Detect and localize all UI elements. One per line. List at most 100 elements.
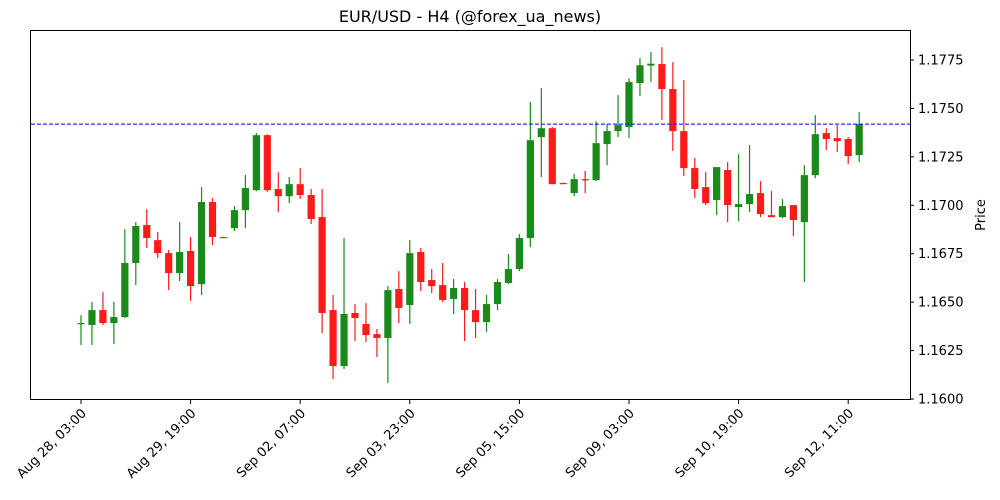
y-tick-label: 1.1725 — [918, 150, 964, 165]
y-tick-label: 1.1625 — [918, 344, 964, 359]
candle-body — [647, 63, 655, 66]
candle — [789, 205, 797, 237]
candle-body — [252, 135, 260, 191]
candle — [154, 232, 162, 258]
candle-body — [406, 253, 414, 306]
candle-body — [581, 179, 589, 181]
candle-body — [230, 210, 239, 229]
candle — [471, 288, 480, 338]
candle — [844, 137, 852, 165]
candle-body — [778, 206, 787, 218]
candle — [77, 315, 85, 345]
candle — [274, 172, 282, 213]
candle — [439, 263, 447, 302]
candle-body — [493, 281, 502, 305]
candle-body — [318, 217, 326, 313]
candle — [88, 301, 96, 345]
candle — [570, 174, 578, 197]
candle — [132, 222, 140, 286]
y-tick-label: 1.1650 — [918, 296, 964, 311]
candle — [537, 88, 545, 178]
candle-body — [482, 304, 491, 323]
candle-body — [625, 82, 633, 128]
candle — [165, 250, 173, 291]
candle — [176, 222, 184, 282]
y-tick-label: 1.1750 — [918, 102, 964, 117]
candle-body — [504, 269, 513, 283]
candle — [713, 167, 721, 216]
candle-body — [187, 251, 195, 287]
y-tick-label: 1.1675 — [918, 247, 964, 262]
candle — [318, 189, 326, 333]
candle — [428, 269, 436, 294]
candle-body — [395, 288, 403, 308]
x-tick-label: Aug 29, 19:00 — [124, 406, 200, 482]
candle-body — [515, 238, 523, 270]
candle-body — [789, 205, 797, 221]
candle-body — [143, 225, 151, 239]
y-tick-label: 1.1700 — [918, 199, 964, 214]
candle — [548, 127, 556, 185]
candle — [636, 58, 644, 97]
candle-body — [537, 128, 545, 138]
candle-body — [296, 184, 304, 196]
candle — [658, 47, 666, 121]
candle-body — [636, 65, 644, 84]
candle-body — [307, 195, 315, 220]
candle — [822, 128, 830, 151]
candle — [767, 191, 776, 218]
candle — [735, 154, 743, 222]
candle-body — [99, 310, 107, 324]
candle-body — [559, 183, 567, 185]
y-tick-label: 1.1775 — [918, 54, 964, 69]
candle — [482, 294, 491, 332]
candle — [504, 254, 513, 285]
candle — [745, 145, 754, 213]
candle-body — [461, 288, 469, 311]
candle-body — [274, 189, 282, 197]
candle-body — [658, 64, 666, 90]
candle-body — [132, 226, 140, 264]
candle-body — [373, 334, 381, 338]
candle — [647, 52, 655, 83]
x-tick-label: Aug 28, 03:00 — [14, 406, 90, 482]
candle-body — [713, 167, 721, 201]
candle — [493, 279, 502, 311]
candle-body — [77, 323, 85, 325]
candle — [691, 158, 699, 199]
candle-body — [592, 143, 600, 181]
candle — [187, 237, 195, 301]
candle-body — [176, 251, 184, 274]
candle-body — [526, 140, 534, 239]
y-axis-label: Price — [974, 199, 989, 231]
candle — [362, 303, 370, 343]
candle-body — [417, 251, 425, 282]
x-tick-label: Sep 12, 11:00 — [782, 406, 857, 481]
candles-group — [77, 47, 863, 383]
candle — [395, 271, 403, 324]
candle — [208, 198, 217, 246]
candle — [110, 301, 118, 344]
candle-body — [844, 139, 852, 157]
candle — [669, 62, 677, 152]
candle-body — [548, 128, 556, 185]
candle — [461, 281, 469, 342]
candle-body — [219, 237, 228, 239]
candle — [143, 209, 151, 249]
candle — [340, 238, 348, 369]
candle-body — [384, 290, 392, 338]
candle — [373, 329, 381, 357]
candle — [526, 102, 534, 248]
candle-body — [822, 133, 830, 140]
candle — [351, 304, 359, 342]
x-axis: Aug 28, 03:00 Aug 29, 19:00 Sep 02, 07:00 S… — [14, 400, 857, 482]
candle — [384, 286, 392, 383]
candle-body — [88, 310, 96, 326]
candle — [855, 112, 863, 163]
candle-body — [362, 324, 370, 336]
candle — [230, 206, 239, 232]
candle-body — [471, 310, 480, 323]
candle — [307, 189, 315, 225]
candle-body — [767, 215, 776, 218]
